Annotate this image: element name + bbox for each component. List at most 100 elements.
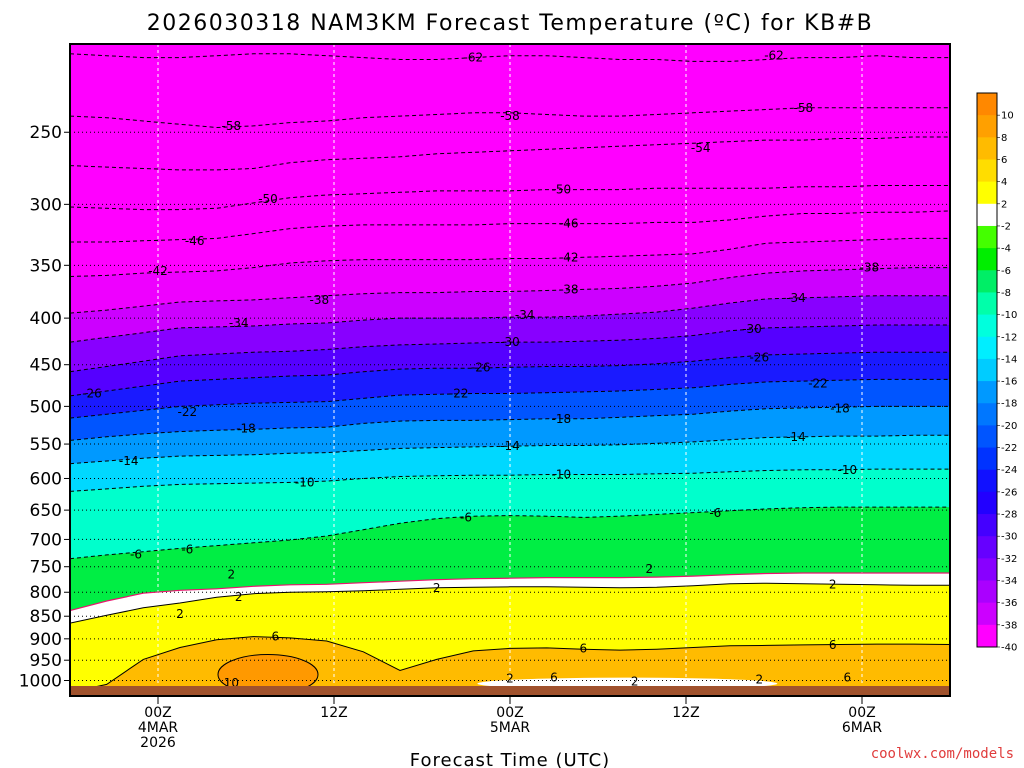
contour-label-text: 6 [829,638,837,652]
contour-label-text: -6 [130,547,142,561]
x-tick-line: 00Z [848,705,875,721]
contour-label-text: -10 [552,467,572,481]
contour-label-text: -62 [764,49,784,63]
x-tick-line: 5MAR [490,720,531,736]
contour-label-34: -10 [838,463,858,477]
contour-line--18 [70,405,950,441]
colorbar-label--24: -24 [1001,465,1017,476]
colorbar-label--28: -28 [1001,510,1017,521]
colorbar-swatch--40 [977,624,997,648]
y-tick-label: 1000 [19,671,62,691]
contour-label-18: -30 [500,335,520,349]
contour-lines [70,53,950,696]
contour-label-40: 2 [829,577,837,591]
colorbar-label--40: -40 [1001,643,1017,654]
credit-text[interactable]: coolwx.com/models [871,746,1014,762]
colorbar-swatch--26 [977,469,997,493]
contour-label-text: 2 [235,590,243,604]
surface-contour-label-6: 6 [550,671,558,685]
colorbar-swatch--32 [977,536,997,559]
contour-label-text: -46 [559,217,579,231]
contour-label-0: -62 [464,51,484,65]
x-tick-label: 00Z 4MAR 2026 [138,705,179,751]
contour-label-text: -50 [258,192,278,206]
contour-label-text: -30 [500,335,520,349]
contour-label-21: -26 [471,360,491,374]
contour-label-text: 2 [506,672,514,686]
contour-label-32: -10 [295,475,315,489]
contour-label-30: -14 [500,439,520,453]
contour-label-31: -14 [786,430,806,444]
contour-label-text: -30 [742,322,762,336]
y-tick-label: 250 [30,123,62,143]
x-tick-line: 12Z [320,705,347,721]
contour-label-text: 2 [631,675,639,689]
contour-label-text: -14 [500,439,520,453]
contour-label-text: -6 [181,542,193,556]
y-tick-label: 900 [30,630,62,650]
plot-area: -62 -62-58-58-58-54-50-50-46-46-42-42-38-… [70,44,950,696]
colorbar-swatch-8 [977,115,997,138]
surface-contour-label-8: 2 [756,673,764,687]
contour-label-text: -6 [709,506,721,520]
contour-label-33: -10 [552,467,572,481]
colorbar-swatch--38 [977,602,997,626]
contour-label-5: -54 [691,141,711,155]
y-tick-label: 850 [30,607,62,627]
contour-label-text: -34 [786,291,806,305]
contour-label-text: -18 [552,412,572,426]
contour-line--26 [70,351,950,397]
colorbar-swatch--28 [977,491,997,515]
contour-label-3: -58 [500,109,520,123]
x-tick-label: 00Z 5MAR [490,705,531,736]
y-tick-label: 400 [30,309,62,329]
contour-label-13: -38 [559,282,579,296]
contour-label-35: -6 [181,542,193,556]
contour-label-text: -34 [229,316,249,330]
contour-label-text: -18 [236,422,256,436]
contour-label-23: -22 [178,405,198,419]
contour-label-14: -38 [860,261,880,275]
contour-label-text: -14 [119,454,139,468]
colorbar-label--6: -6 [1001,266,1011,277]
contour-label-36: -6 [460,510,472,524]
x-axis-label: Forecast Time (UTC) [410,750,610,768]
contour-label-text: -58 [500,109,520,123]
surface-contour-label-1: 2 [228,568,236,582]
colorbar-label--36: -36 [1001,598,1017,609]
colorbar-swatch--6 [977,248,997,271]
contour-line--30 [70,324,950,373]
y-tick-label: 700 [30,530,62,550]
colorbar-swatch--30 [977,514,997,537]
colorbar-swatch-2 [977,181,997,205]
contour-label-2: -58 [222,119,242,133]
x-tick-label: 00Z 6MAR [842,705,883,736]
x-tick-line: 00Z [496,705,523,721]
colorbar-swatch--22 [977,425,997,449]
contour-label-text: -22 [178,405,198,419]
colorbar-swatch--10 [977,292,997,316]
x-tick-line: 2026 [140,735,176,751]
contour-label-12: -38 [310,293,330,307]
x-tick-line: 12Z [672,705,699,721]
contour-label-10: -42 [148,264,168,278]
colorbar-label--32: -32 [1001,554,1017,565]
colorbar-swatch--20 [977,403,997,426]
grid-lines [70,44,950,696]
contour-label-text: -10 [838,463,858,477]
y-tick-label: 800 [30,583,62,603]
colorbar-label--8: -8 [1001,288,1011,299]
contour-label-text: 6 [844,671,852,685]
contour-label-17: -34 [786,291,806,305]
colorbar-swatch--16 [977,358,997,382]
contour-label-text: -26 [82,387,102,401]
contour-line-2 [70,582,950,624]
contour-label-43: 6 [829,638,837,652]
surface-contour-label-5: 2 [506,672,514,686]
contour-label-text: 6 [550,671,558,685]
contour-label-text: -42 [559,250,579,264]
surface-contour-label-0: -6 [130,547,142,561]
colorbar-label--34: -34 [1001,576,1017,587]
colorbar-swatch--18 [977,381,997,404]
